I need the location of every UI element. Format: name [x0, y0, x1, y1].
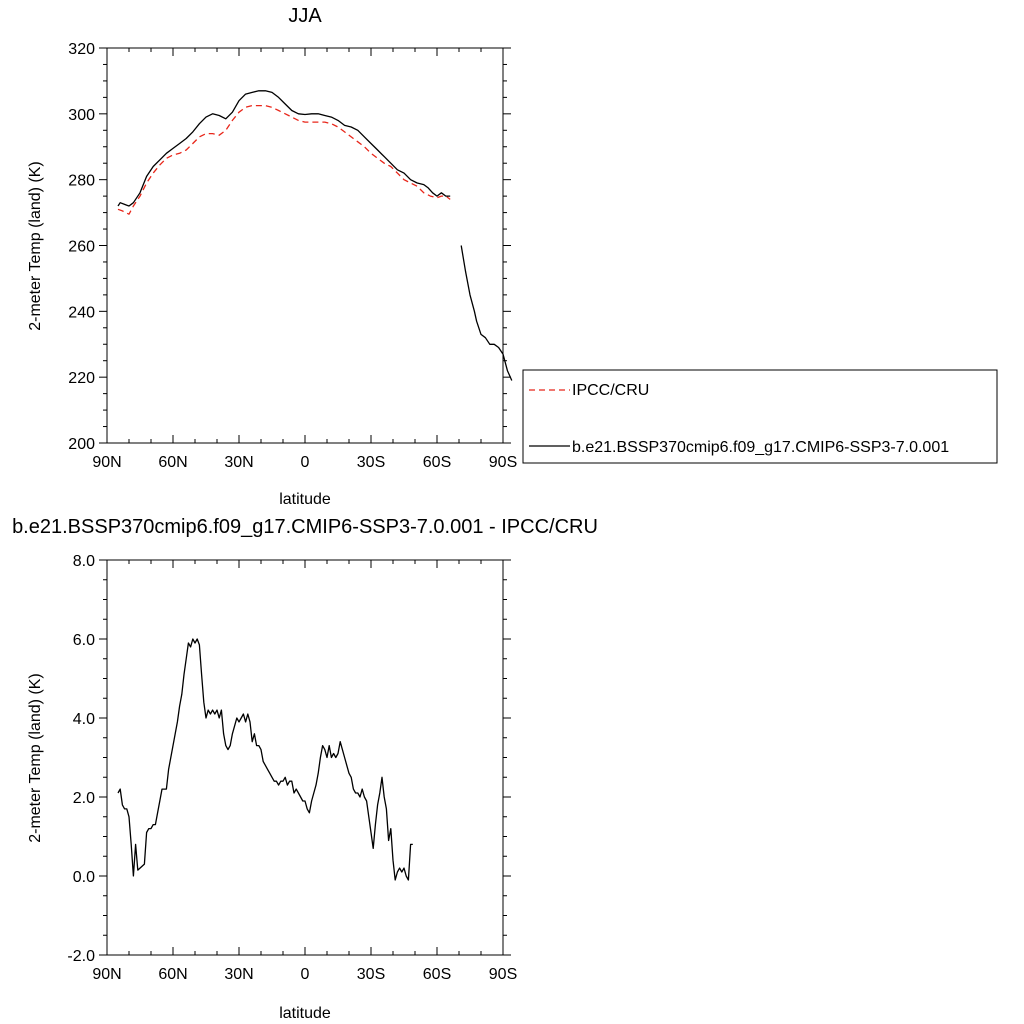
axis-ticks-bottom: 90N 60N 30N 0 30S 60S 90S -2.0 0.0 2.0 4.0 6.0 8.0 [67, 553, 517, 983]
legend-label-model: b.e21.BSSP370cmip6.f09_g17.CMIP6-SSP3-7.… [572, 439, 949, 456]
series-line-top-0 [117, 104, 451, 215]
chart-panel-bottom: b.e21.BSSP370cmip6.f09_g17.CMIP6-SSP3-7.… [12, 516, 598, 1022]
y-tick-label: 0.0 [73, 869, 95, 886]
x-axis-label-top: latitude [279, 491, 331, 508]
y-tick-label: 220 [68, 370, 95, 387]
series-line-bottom-0 [117, 638, 413, 881]
x-tick-label: 0 [301, 454, 310, 471]
x-tick-label: 60S [423, 966, 451, 983]
y-tick-label: 6.0 [73, 632, 95, 649]
y-axis-label-bottom: 2-meter Temp (land) (K) [27, 673, 44, 843]
y-tick-label: 280 [68, 173, 95, 190]
y-tick-label: -2.0 [67, 948, 95, 965]
legend-label-ipcc: IPCC/CRU [572, 382, 649, 399]
x-tick-label: 30N [224, 454, 253, 471]
x-tick-label: 0 [301, 966, 310, 983]
y-tick-label: 4.0 [73, 711, 95, 728]
y-axis-label-top: 2-meter Temp (land) (K) [27, 161, 44, 331]
series-lines-bottom [117, 638, 413, 881]
axis-ticks-top: 90N 60N 30N 0 30S 60S 90S 200 220 240 260 280 300 320 [68, 41, 517, 471]
y-tick-label: 2.0 [73, 790, 95, 807]
series-line-top-1 [117, 90, 451, 207]
x-tick-label: 90N [92, 966, 121, 983]
chart-title-top: JJA [288, 5, 322, 27]
y-tick-label: 300 [68, 107, 95, 124]
series-line-top-1 [460, 245, 513, 381]
plot-frame-bottom [106, 559, 504, 956]
y-tick-label: 200 [68, 436, 95, 453]
x-tick-label: 30S [357, 966, 385, 983]
y-tick-label: 260 [68, 239, 95, 256]
x-tick-label: 30N [224, 966, 253, 983]
x-tick-label: 30S [357, 454, 385, 471]
plot-frame-top [106, 47, 504, 444]
x-tick-label: 60S [423, 454, 451, 471]
y-tick-label: 320 [68, 41, 95, 58]
chart-panel-top: JJA 90N 60N 30N 0 30S 60S 90S 200 220 240 260 280 30… [27, 5, 517, 508]
series-lines-top [117, 90, 513, 381]
x-tick-label: 90N [92, 454, 121, 471]
legend-box [522, 369, 998, 464]
x-tick-label: 90S [489, 454, 517, 471]
y-tick-label: 240 [68, 304, 95, 321]
chart-title-bottom: b.e21.BSSP370cmip6.f09_g17.CMIP6-SSP3-7.… [12, 516, 598, 538]
legend: IPCC/CRU b.e21.BSSP370cmip6.f09_g17.CMIP… [522, 369, 998, 464]
x-tick-label: 60N [158, 966, 187, 983]
x-tick-label: 60N [158, 454, 187, 471]
y-tick-label: 8.0 [73, 553, 95, 570]
x-tick-label: 90S [489, 966, 517, 983]
x-axis-label-bottom: latitude [279, 1005, 331, 1022]
